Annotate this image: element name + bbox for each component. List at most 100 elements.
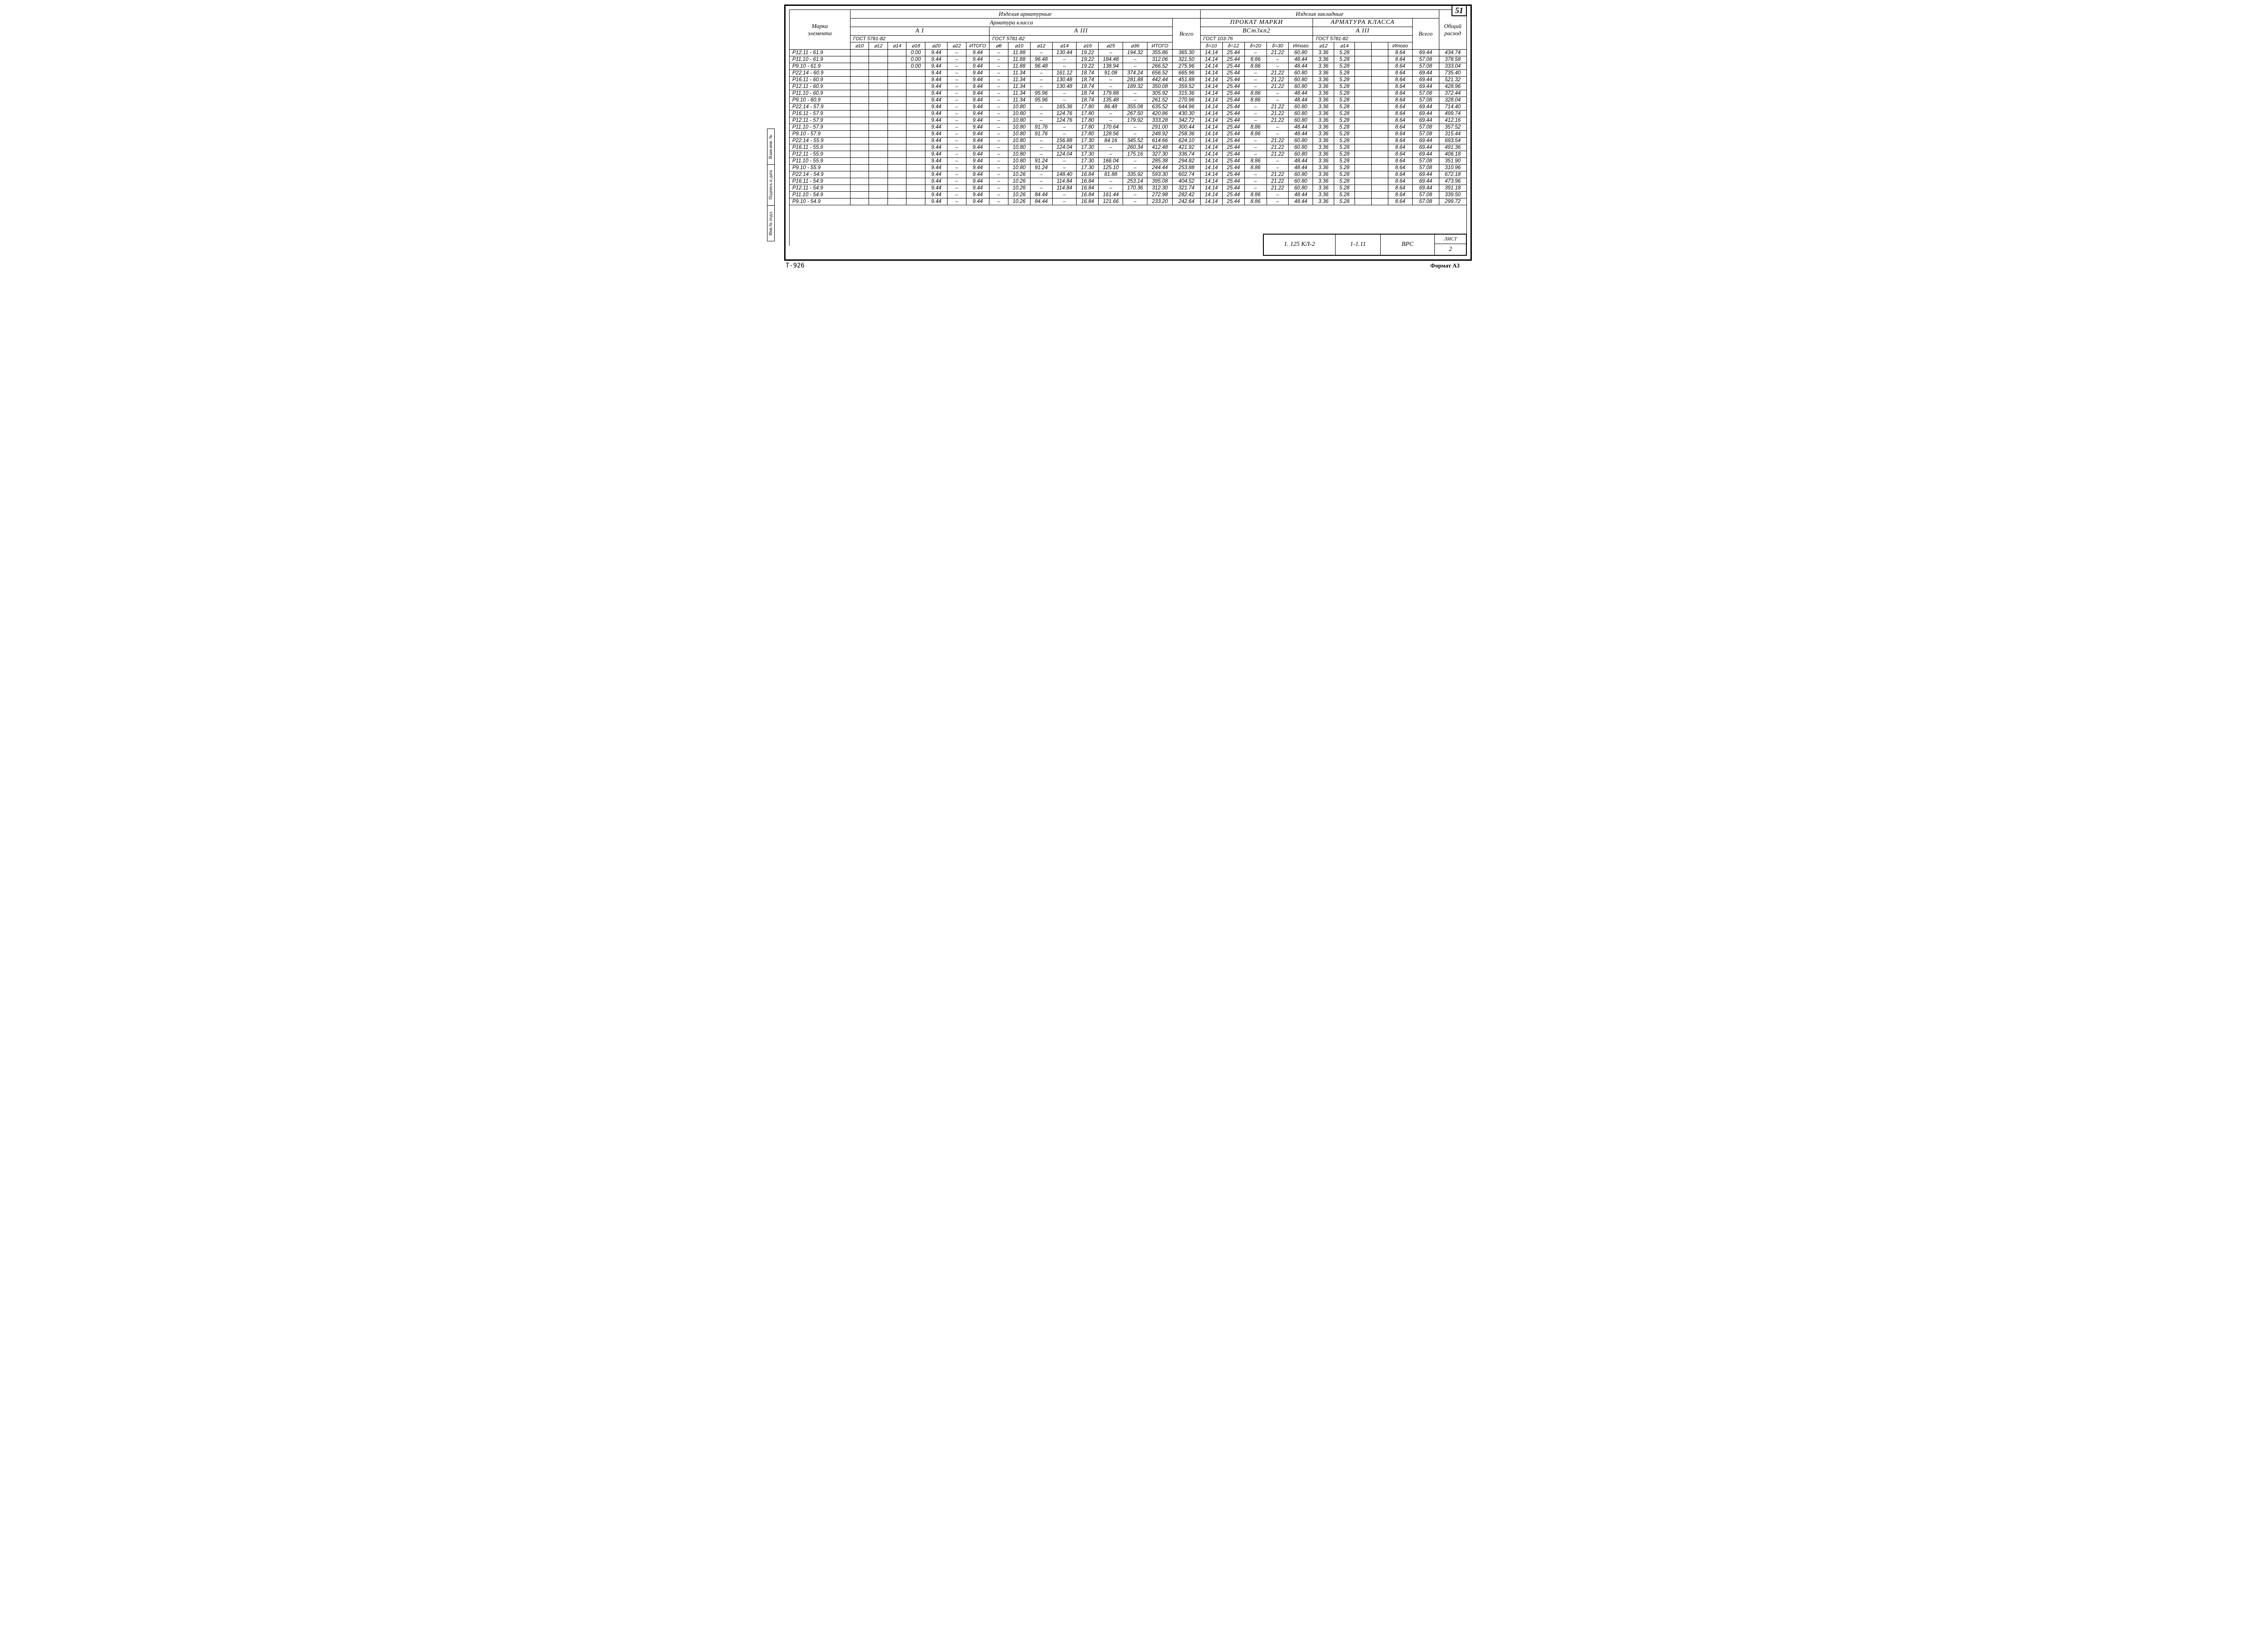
cell: 593.30 — [1147, 171, 1173, 178]
cell: – — [989, 97, 1008, 104]
cell: 57.08 — [1412, 158, 1439, 165]
hdr-prokat: ПРОКАТ МАРКИ — [1200, 18, 1313, 27]
cell: 18.74 — [1077, 70, 1099, 77]
cell — [869, 138, 888, 144]
cell: 9.44 — [966, 56, 989, 63]
cell: 25.44 — [1222, 63, 1244, 70]
cell — [850, 192, 869, 198]
cell: 69.44 — [1412, 50, 1439, 56]
cell — [1355, 171, 1372, 178]
cell: 9.44 — [966, 198, 989, 205]
hdr-gost2: ГОСТ 5781-82 — [989, 36, 1173, 42]
cell: 21.22 — [1267, 151, 1289, 158]
cell — [888, 83, 906, 90]
cell: 57.08 — [1412, 131, 1439, 138]
cell: 451.88 — [1173, 77, 1200, 83]
cell: 3.36 — [1313, 171, 1334, 178]
table-row: Р16.11 - 60.99.44–9.44–11.34–130.4818.74… — [790, 77, 1467, 83]
col-d10b: ⌀10 — [1008, 42, 1030, 50]
cell: – — [989, 111, 1008, 117]
tb-sheet-num: 2 — [1435, 244, 1466, 255]
cell — [906, 158, 925, 165]
cell: 60.80 — [1289, 77, 1313, 83]
cell — [1355, 178, 1372, 185]
cell: 3.36 — [1313, 124, 1334, 131]
cell: 60.80 — [1289, 178, 1313, 185]
cell: 14.14 — [1200, 77, 1222, 83]
cell: – — [1123, 124, 1147, 131]
cell — [850, 117, 869, 124]
cell: 258.36 — [1173, 131, 1200, 138]
cell: – — [1030, 111, 1052, 117]
cell: 11.34 — [1008, 97, 1030, 104]
cell: 14.14 — [1200, 56, 1222, 63]
cell: 69.44 — [1412, 138, 1439, 144]
cell: Р11.10 - 61.9 — [790, 56, 851, 63]
cell: 9.44 — [966, 63, 989, 70]
cell: – — [1052, 165, 1077, 171]
cell: 170.36 — [1123, 185, 1147, 192]
cell: Р12.11 - 60.9 — [790, 83, 851, 90]
cell: – — [1052, 124, 1077, 131]
tb-code: 1. 125 КЛ-2 — [1263, 234, 1336, 255]
cell: 9.44 — [925, 158, 948, 165]
hdr-arm-klassa2: АРМАТУРА КЛАССА — [1313, 18, 1412, 27]
cell: 275.96 — [1173, 63, 1200, 70]
cell: – — [948, 56, 966, 63]
cell: 3.36 — [1313, 111, 1334, 117]
cell — [850, 56, 869, 63]
cell — [869, 104, 888, 111]
cell — [1355, 131, 1372, 138]
cell: – — [1030, 138, 1052, 144]
cell — [906, 111, 925, 117]
cell: 372.44 — [1439, 90, 1466, 97]
cell: 14.14 — [1200, 90, 1222, 97]
cell: Р9.10 - 60.9 — [790, 97, 851, 104]
cell: 3.36 — [1313, 165, 1334, 171]
cell: – — [1052, 192, 1077, 198]
cell: 21.22 — [1267, 178, 1289, 185]
table-row: Р12.11 - 60.99.44–9.44–11.34–130.4818.74… — [790, 83, 1467, 90]
cell: – — [1030, 77, 1052, 83]
table-row: Р11.10 - 55.99.44–9.44–10.8091.24–17.301… — [790, 158, 1467, 165]
cell: 310.96 — [1439, 165, 1466, 171]
cell: 244.44 — [1147, 165, 1173, 171]
cell: 8.64 — [1388, 198, 1412, 205]
cell: – — [1267, 192, 1289, 198]
cell — [850, 111, 869, 117]
cell: 17.80 — [1077, 104, 1099, 111]
cell: 3.36 — [1313, 185, 1334, 192]
cell: – — [989, 192, 1008, 198]
cell: – — [1244, 117, 1267, 124]
cell: – — [948, 178, 966, 185]
cell: – — [1099, 77, 1123, 83]
cell — [1372, 131, 1388, 138]
cell: 253.14 — [1123, 178, 1147, 185]
col-d16: ⌀16 — [1077, 42, 1099, 50]
cell: – — [948, 158, 966, 165]
cell: – — [1099, 117, 1123, 124]
cell — [869, 111, 888, 117]
cell: – — [1267, 90, 1289, 97]
cell: 69.44 — [1412, 83, 1439, 90]
cell: 267.50 — [1123, 111, 1147, 117]
cell: 3.36 — [1313, 138, 1334, 144]
cell: 3.36 — [1313, 70, 1334, 77]
cell: – — [1030, 104, 1052, 111]
cell — [1372, 158, 1388, 165]
cell: 412.16 — [1439, 117, 1466, 124]
cell: 9.44 — [966, 124, 989, 131]
cell: – — [1030, 151, 1052, 158]
table-row: Р22.14 - 60.99.44–9.44–11.34–161.1218.74… — [790, 70, 1467, 77]
col-t30: δ=30 — [1267, 42, 1289, 50]
cell: 25.44 — [1222, 185, 1244, 192]
cell: Р12.11 - 61.9 — [790, 50, 851, 56]
cell: 8.86 — [1244, 56, 1267, 63]
cell: – — [1030, 185, 1052, 192]
cell: 9.44 — [925, 131, 948, 138]
cell: Р9.10 - 57.9 — [790, 131, 851, 138]
cell: – — [1123, 97, 1147, 104]
cell: – — [989, 165, 1008, 171]
cell: 614.66 — [1147, 138, 1173, 144]
cell: 14.14 — [1200, 178, 1222, 185]
